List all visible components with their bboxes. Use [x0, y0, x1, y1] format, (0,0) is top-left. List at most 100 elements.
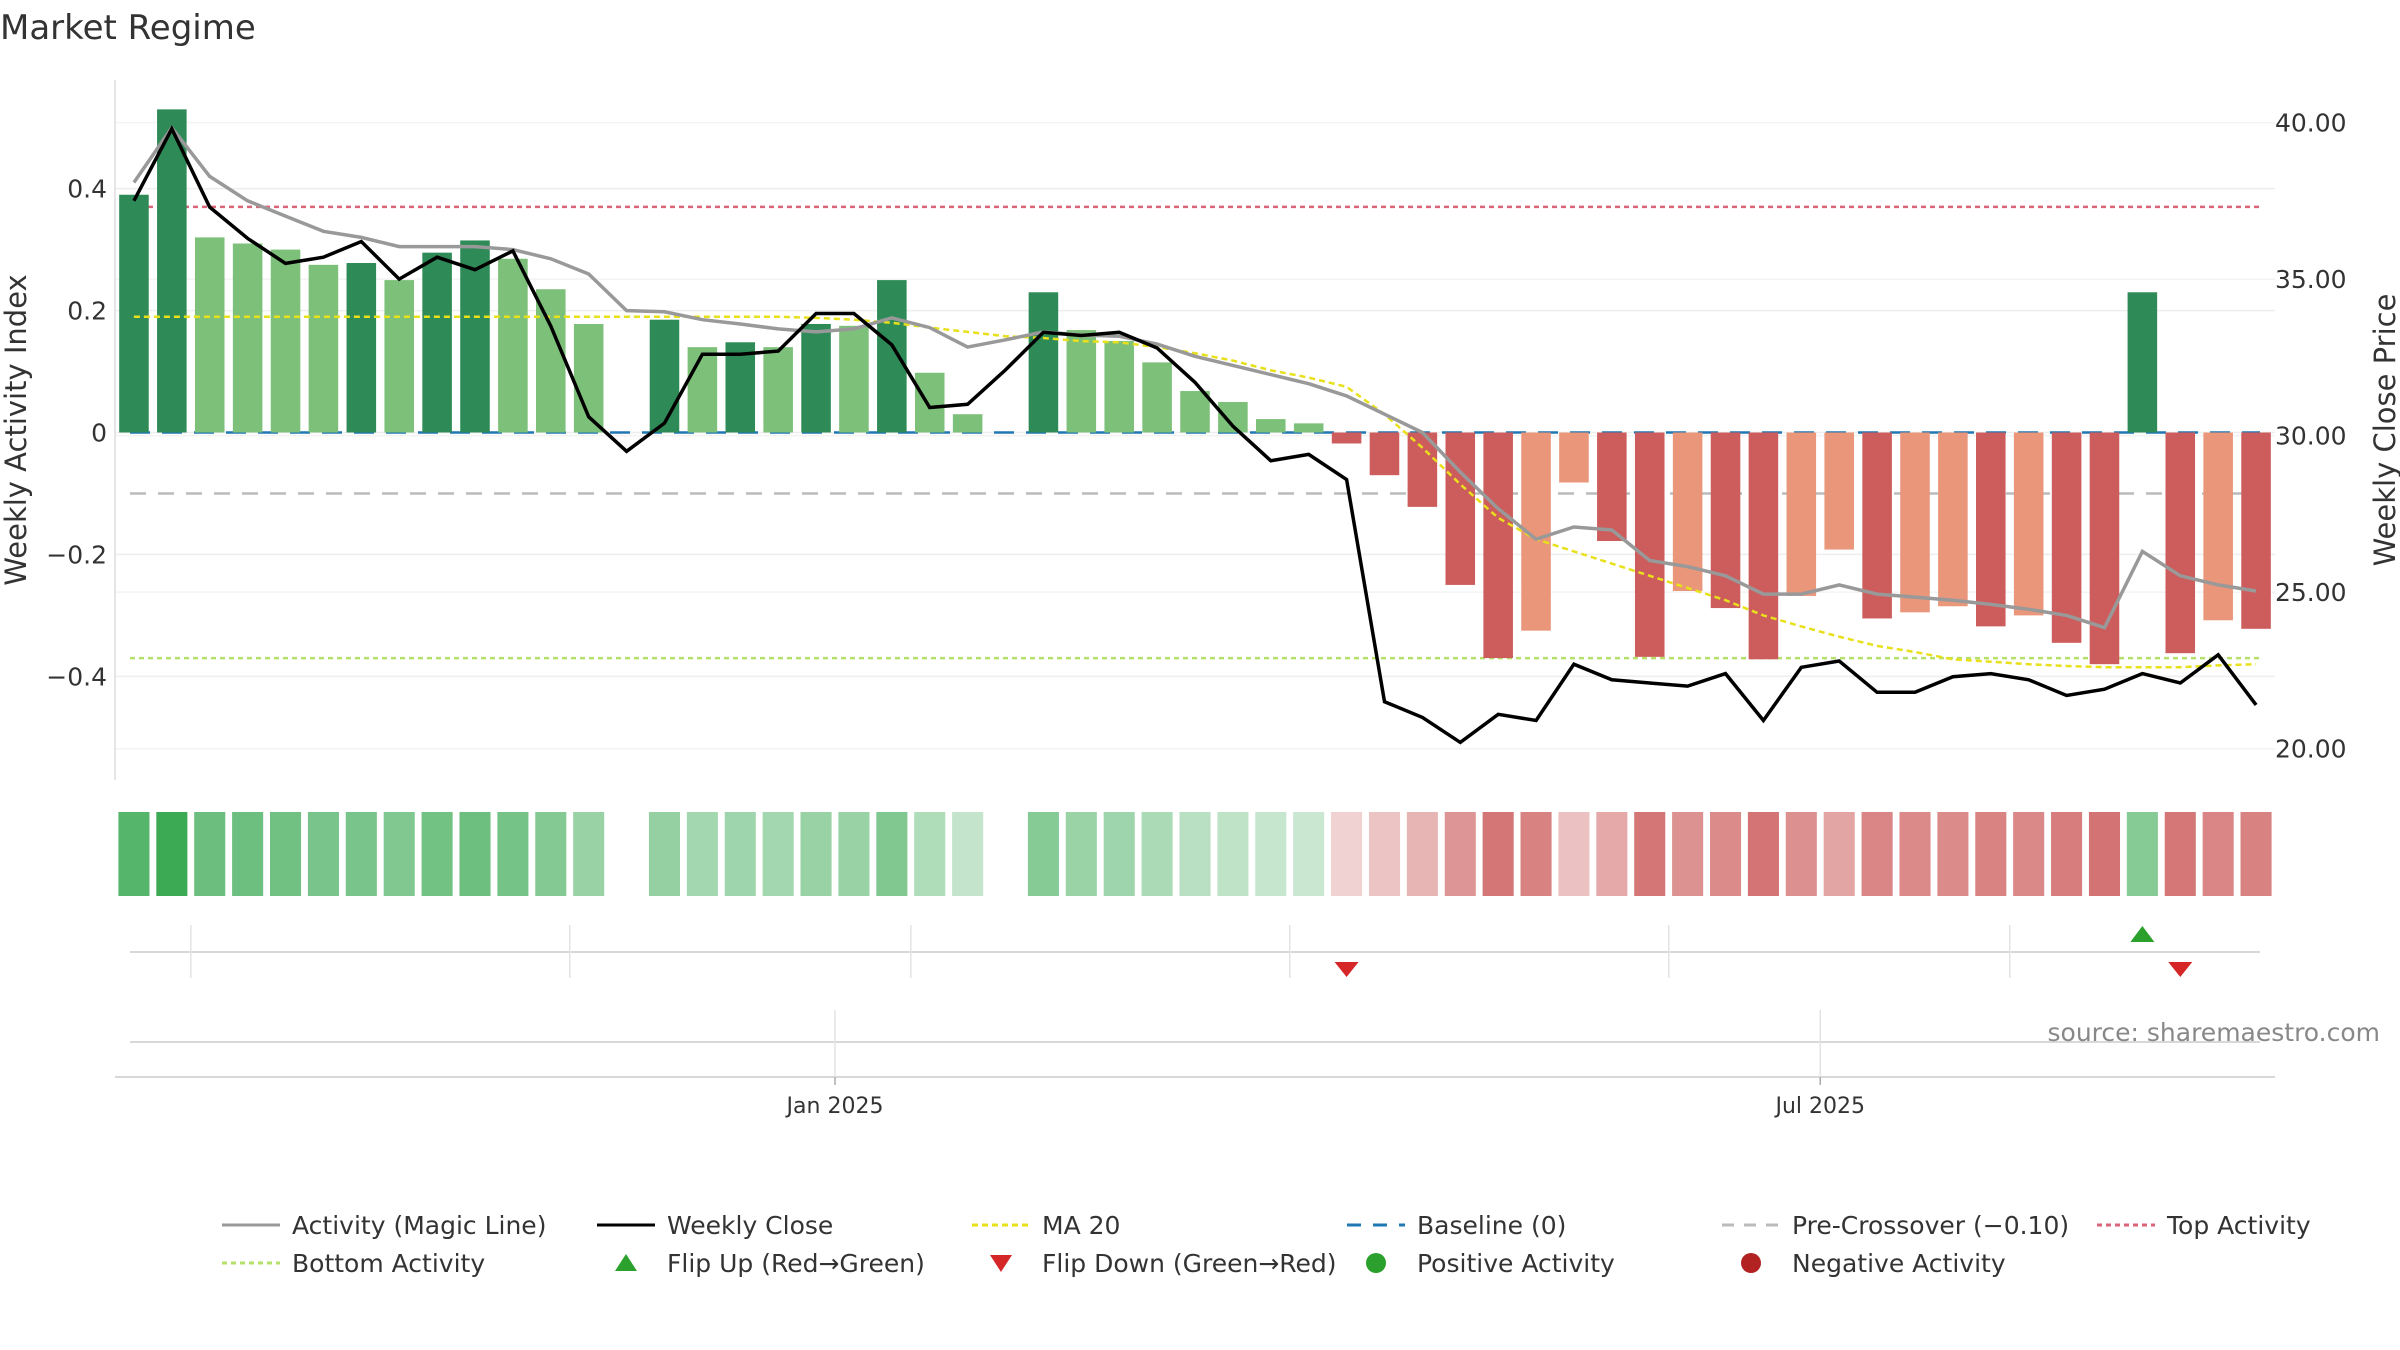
regime-strip-cell [1065, 812, 1097, 896]
regime-strip-cell [573, 812, 605, 896]
regime-strip-cell [1444, 812, 1476, 896]
activity-bar [1976, 432, 2006, 627]
legend-label: Positive Activity [1417, 1249, 1615, 1278]
activity-bar [1824, 432, 1854, 550]
activity-bar [839, 325, 869, 433]
activity-bar [270, 249, 301, 433]
activity-bar [1180, 391, 1210, 433]
legend-label: MA 20 [1042, 1211, 1120, 1240]
legend-item: MA 20 [972, 1211, 1120, 1240]
activity-bar [2165, 432, 2196, 654]
ma20-line [133, 315, 2257, 669]
activity-bar [2241, 432, 2271, 629]
regime-strip-cell [762, 812, 794, 896]
activity-bar [1256, 419, 1286, 433]
regime-strip-cell [1558, 812, 1590, 896]
legend-item: Flip Down (Green→Red) [990, 1249, 1337, 1278]
regime-strip-cell [535, 812, 567, 896]
legend-swatch [990, 1255, 1012, 1272]
activity-bar [119, 194, 149, 433]
legend-item: Baseline (0) [1347, 1211, 1566, 1240]
y-axis-label: Weekly Activity Index [0, 274, 33, 585]
y2-tick-label: 20.00 [2275, 735, 2347, 764]
regime-strip-cell [194, 812, 226, 896]
regime-strip-cell [2240, 812, 2272, 896]
regime-strip-cell [232, 812, 264, 896]
activity-bar [1862, 432, 1892, 619]
activity-bar [763, 347, 793, 433]
regime-strip-cell [1293, 812, 1325, 896]
activity-bar [346, 263, 377, 433]
activity-bar [498, 258, 528, 433]
regime-strip-cell [1141, 812, 1173, 896]
flip-down-marker [2168, 962, 2193, 977]
activity-bar [1900, 432, 1930, 613]
activity-bar [1331, 432, 1362, 444]
activity-bar [1066, 330, 1097, 433]
legend-label: Flip Down (Green→Red) [1042, 1249, 1337, 1278]
regime-strip-cell [1255, 812, 1287, 896]
regime-strip-cell [1179, 812, 1211, 896]
y-tick-label: 0.4 [67, 175, 107, 204]
regime-strip-cell [1027, 812, 1059, 896]
regime-strip-cell [1975, 812, 2007, 896]
activity-bar [725, 342, 756, 433]
x-tick-label: Jan 2025 [785, 1094, 884, 1119]
legend-label: Flip Up (Red→Green) [667, 1249, 925, 1278]
regime-strip-cell [724, 812, 756, 896]
regime-strip-cell [876, 812, 908, 896]
activity-bar [422, 252, 452, 433]
regime-strip-cell [1596, 812, 1628, 896]
regime-strip-cell [421, 812, 453, 896]
regime-strip-cell [2088, 812, 2121, 896]
activity-bar [308, 264, 339, 433]
magic-line [132, 124, 2257, 630]
activity-bar [801, 323, 831, 433]
regime-strip-cell [1861, 812, 1893, 896]
regime-strip-cell [497, 812, 529, 896]
regime-strip-cell [269, 812, 302, 896]
legend-label: Bottom Activity [292, 1249, 485, 1278]
y-tick-label: 0 [91, 419, 107, 448]
activity-bar [1938, 432, 1968, 607]
activity-bar [1597, 432, 1627, 542]
legend-label: Activity (Magic Line) [292, 1211, 546, 1240]
regime-strip-cell [2202, 812, 2234, 896]
regime-strip-cell [2013, 812, 2045, 896]
activity-bar [2203, 432, 2233, 621]
y-tick-label: 0.2 [67, 297, 107, 326]
legend-item: Bottom Activity [222, 1249, 485, 1278]
regime-strip-cell [1899, 812, 1931, 896]
activity-bar [1786, 432, 1817, 596]
activity-bar [2013, 432, 2044, 616]
activity-bar [157, 109, 187, 433]
regime-strip-cell [1103, 812, 1135, 896]
regime-strip-cell [307, 812, 339, 896]
activity-bar [877, 280, 907, 433]
legend-swatch [1366, 1253, 1386, 1273]
y-tick-label: −0.2 [46, 540, 107, 569]
legend-label: Weekly Close [667, 1211, 833, 1240]
activity-bar [2127, 292, 2158, 433]
regime-strip-cell [914, 812, 946, 896]
legend-item: Flip Up (Red→Green) [615, 1249, 925, 1278]
y2-tick-label: 35.00 [2275, 265, 2347, 294]
activity-bar [1104, 341, 1134, 433]
activity-bar [1483, 432, 1513, 659]
legend-item: Top Activity [2097, 1211, 2311, 1240]
weekly-close-line [132, 124, 2258, 745]
regime-strip-cell [1709, 812, 1742, 896]
chart-title: Market Regime [0, 8, 256, 48]
y2-axis-label: Weekly Close Price [2368, 294, 2400, 567]
activity-bar [2051, 432, 2082, 643]
legend-item: Pre-Crossover (−0.10) [1722, 1211, 2069, 1240]
legend-item: Negative Activity [1741, 1249, 2006, 1278]
activity-bar [1142, 362, 1172, 433]
regime-strip-cell [1823, 812, 1855, 896]
legend-swatch [1741, 1253, 1761, 1273]
activity-bar [1559, 432, 1589, 483]
y2-tick-label: 40.00 [2275, 109, 2347, 138]
regime-strip-cell [2051, 812, 2083, 896]
regime-strip-cell [156, 812, 188, 896]
